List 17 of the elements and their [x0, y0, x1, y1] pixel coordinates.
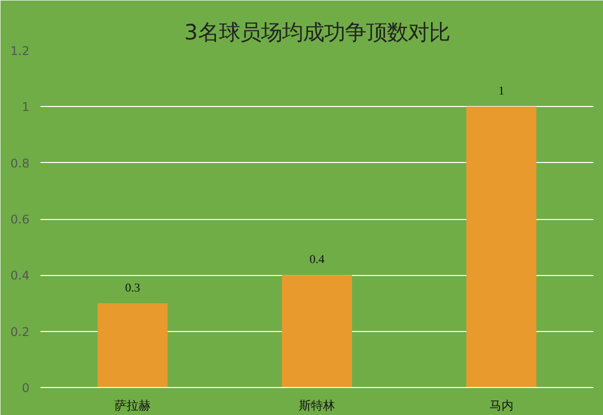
x-tick-label: 马内: [489, 398, 514, 412]
y-tick-label: 1.2: [10, 44, 30, 58]
chart-title: 3名球员场均成功争顶数对比: [184, 20, 450, 46]
y-tick-label: 0.4: [10, 268, 30, 283]
data-label: 1: [498, 84, 504, 98]
data-label: 0.3: [125, 280, 140, 294]
bar: [98, 303, 168, 388]
y-tick-label: 0: [22, 381, 30, 395]
data-label: 0.4: [310, 252, 324, 266]
y-tick-label: 1: [22, 100, 30, 114]
x-tick-label: 萨拉赫: [114, 398, 151, 412]
y-tick-label: 0.6: [10, 212, 30, 226]
y-tick-label: 0.8: [10, 156, 30, 170]
bar: [282, 275, 352, 388]
bar: [466, 106, 536, 388]
y-tick-label: 0.2: [10, 324, 30, 339]
x-tick-label: 斯特林: [299, 398, 335, 412]
